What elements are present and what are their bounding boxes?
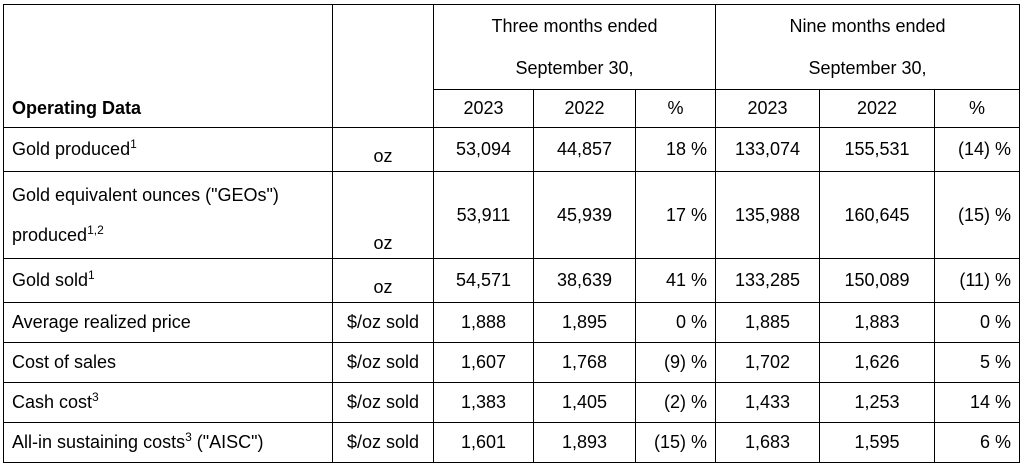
row-label: Cost of sales [3,342,333,383]
header-blank-label [3,4,333,47]
n2022-value: 1,595 [819,422,936,463]
q2023-value: 1,601 [433,422,534,463]
npct-value: (11) % [934,258,1021,303]
npct-value: 14 % [934,382,1021,423]
q2023-value: 1,888 [433,302,534,343]
q2022-value: 38,639 [533,258,636,303]
q2022-value: 45,939 [533,171,636,259]
nine-months-header-line2: September 30, [715,47,1021,90]
npct-value: (14) % [934,127,1021,172]
row-label: Gold sold1 [3,258,333,303]
npct-value: 5 % [934,342,1021,383]
n2022-value: 155,531 [819,127,936,172]
q2023-value: 1,607 [433,342,534,383]
table-row: Cost of sales $/oz sold 1,607 1,768 (9) … [3,342,1021,383]
q2022-value: 1,893 [533,422,636,463]
n2023-value: 133,285 [715,258,821,303]
q2023-value: 1,383 [433,382,534,423]
n2023-value: 135,988 [715,171,821,259]
header-row-years: Operating Data 2023 2022 % 2023 2022 % [3,89,1021,128]
n2023-value: 1,885 [715,302,821,343]
table-row: All-in sustaining costs3 ("AISC") $/oz s… [3,422,1021,463]
table-row: Cash cost3 $/oz sold 1,383 1,405 (2) % 1… [3,382,1021,423]
col-pct-three-months: % [634,89,717,128]
col-2023-nine-months: 2023 [715,89,821,128]
row-label: Cash cost3 [3,382,333,423]
q2022-value: 44,857 [533,127,636,172]
n2022-value: 150,089 [819,258,936,303]
qpct-value: 18 % [634,127,717,172]
row-label: Gold equivalent ounces ("GEOs") produced1… [3,171,333,259]
table-title: Operating Data [3,89,333,128]
operating-data-table: Three months ended Nine months ended Sep… [3,4,1021,463]
header-row-date: September 30, September 30, [3,47,1021,90]
n2023-value: 1,433 [715,382,821,423]
n2022-value: 1,626 [819,342,936,383]
qpct-value: 0 % [634,302,717,343]
row-label: All-in sustaining costs3 ("AISC") [3,422,333,463]
n2022-value: 1,883 [819,302,936,343]
n2023-value: 1,702 [715,342,821,383]
npct-value: 6 % [934,422,1021,463]
three-months-header-line1: Three months ended [432,4,717,47]
npct-value: 0 % [934,302,1021,343]
col-pct-nine-months: % [934,89,1021,128]
q2023-value: 53,094 [433,127,534,172]
qpct-value: (2) % [634,382,717,423]
header-blank-unit [332,4,434,47]
n2022-value: 1,253 [819,382,936,423]
q2023-value: 54,571 [433,258,534,303]
row-unit: $/oz sold [332,342,434,383]
row-unit: $/oz sold [332,302,434,343]
row-label: Gold produced1 [3,127,333,172]
header-row-period: Three months ended Nine months ended [3,4,1021,47]
table-row: Gold sold1 oz 54,571 38,639 41 % 133,285… [3,258,1021,303]
n2023-value: 1,683 [715,422,821,463]
q2023-value: 53,911 [433,171,534,259]
q2022-value: 1,895 [533,302,636,343]
qpct-value: (9) % [634,342,717,383]
nine-months-header-line1: Nine months ended [715,4,1021,47]
row-unit: oz [332,127,434,172]
qpct-value: 41 % [634,258,717,303]
col-2022-three-months: 2022 [533,89,636,128]
table-row: Average realized price $/oz sold 1,888 1… [3,302,1021,343]
n2023-value: 133,074 [715,127,821,172]
col-2023-three-months: 2023 [433,89,534,128]
n2022-value: 160,645 [819,171,936,259]
qpct-value: 17 % [634,171,717,259]
row-label: Average realized price [3,302,333,343]
row-unit: oz [332,258,434,303]
q2022-value: 1,405 [533,382,636,423]
table-row: Gold equivalent ounces ("GEOs") produced1… [3,171,1021,259]
table-row: Gold produced1 oz 53,094 44,857 18 % 133… [3,127,1021,172]
qpct-value: (15) % [634,422,717,463]
row-unit: oz [332,171,434,259]
npct-value: (15) % [934,171,1021,259]
three-months-header-line2: September 30, [432,47,717,90]
col-2022-nine-months: 2022 [819,89,936,128]
row-unit: $/oz sold [332,382,434,423]
q2022-value: 1,768 [533,342,636,383]
row-unit: $/oz sold [332,422,434,463]
